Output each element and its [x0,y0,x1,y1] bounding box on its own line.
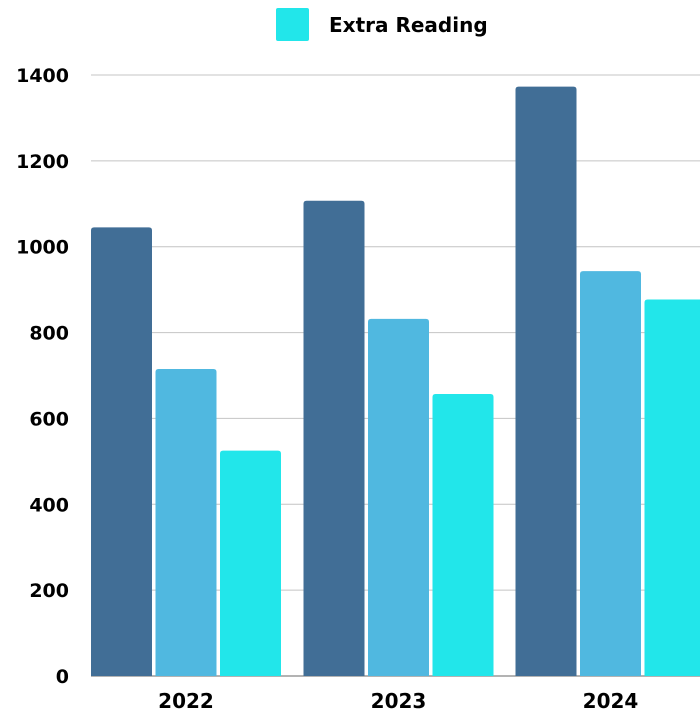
y-tick-label-1400: 1400 [16,65,69,87]
bar-2022-series-3 [220,450,281,676]
x-axis-category-labels: 2022 2023 2024 [158,689,638,713]
bar-2024-series-3 [644,299,700,676]
y-axis-tick-labels: 0 200 400 600 800 1000 1200 1400 [16,65,69,688]
y-tick-label-200: 200 [29,580,69,602]
bar-2024-series-2 [580,271,641,676]
bar-2023-series-3 [432,393,494,676]
y-tick-label-400: 400 [29,494,69,516]
y-tick-label-0: 0 [56,666,69,688]
bar-2023-series-1 [303,200,365,677]
y-tick-label-800: 800 [29,323,69,345]
bar-2023-series-2 [368,318,429,676]
legend: Extra Reading [276,8,488,41]
y-tick-label-1000: 1000 [16,237,69,259]
x-category-label-2024: 2024 [583,689,639,713]
legend-swatch-extra-reading [276,8,309,41]
bars [91,86,700,677]
bar-2022-series-2 [155,369,217,676]
x-category-label-2022: 2022 [158,689,214,713]
y-tick-label-600: 600 [29,408,69,430]
bar-2024-series-1 [515,86,577,677]
legend-label-extra-reading: Extra Reading [329,13,488,37]
y-tick-label-1200: 1200 [16,151,69,173]
x-category-label-2023: 2023 [371,689,427,713]
bar-2022-series-1 [91,227,152,676]
